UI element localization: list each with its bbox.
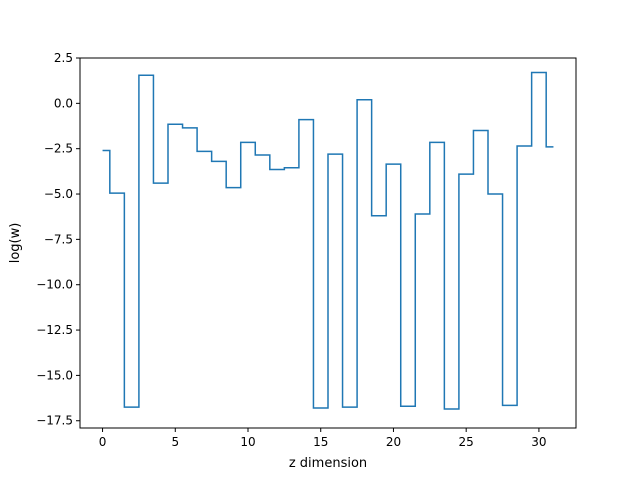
x-tick-label: 25 xyxy=(459,435,474,449)
y-axis-label: log(w) xyxy=(8,223,23,264)
y-tick-label: 0.0 xyxy=(54,96,73,110)
y-tick-label: −10.0 xyxy=(36,278,73,292)
x-tick-label: 15 xyxy=(313,435,328,449)
y-tick-label: −2.5 xyxy=(44,142,73,156)
y-tick-label: −5.0 xyxy=(44,187,73,201)
x-tick-label: 0 xyxy=(99,435,107,449)
y-tick-label: −15.0 xyxy=(36,368,73,382)
y-tick-label: −12.5 xyxy=(36,323,73,337)
y-tick-label: −7.5 xyxy=(44,232,73,246)
y-tick-label: −17.5 xyxy=(36,414,73,428)
x-tick-label: 30 xyxy=(531,435,546,449)
series-line-0 xyxy=(102,71,554,410)
x-tick-label: 5 xyxy=(171,435,179,449)
ticks-layer: 0 5 10 15 20 25 30 2.5 0.0 −2.5 −5.0 −7.5 −10.0 −12.5… xyxy=(36,51,546,449)
x-axis-label: z dimension xyxy=(289,456,367,471)
y-tick-label: 2.5 xyxy=(54,51,73,65)
plot-frame xyxy=(79,57,577,429)
x-tick-label: 20 xyxy=(386,435,401,449)
x-tick-label: 10 xyxy=(240,435,255,449)
series-layer xyxy=(102,71,554,410)
